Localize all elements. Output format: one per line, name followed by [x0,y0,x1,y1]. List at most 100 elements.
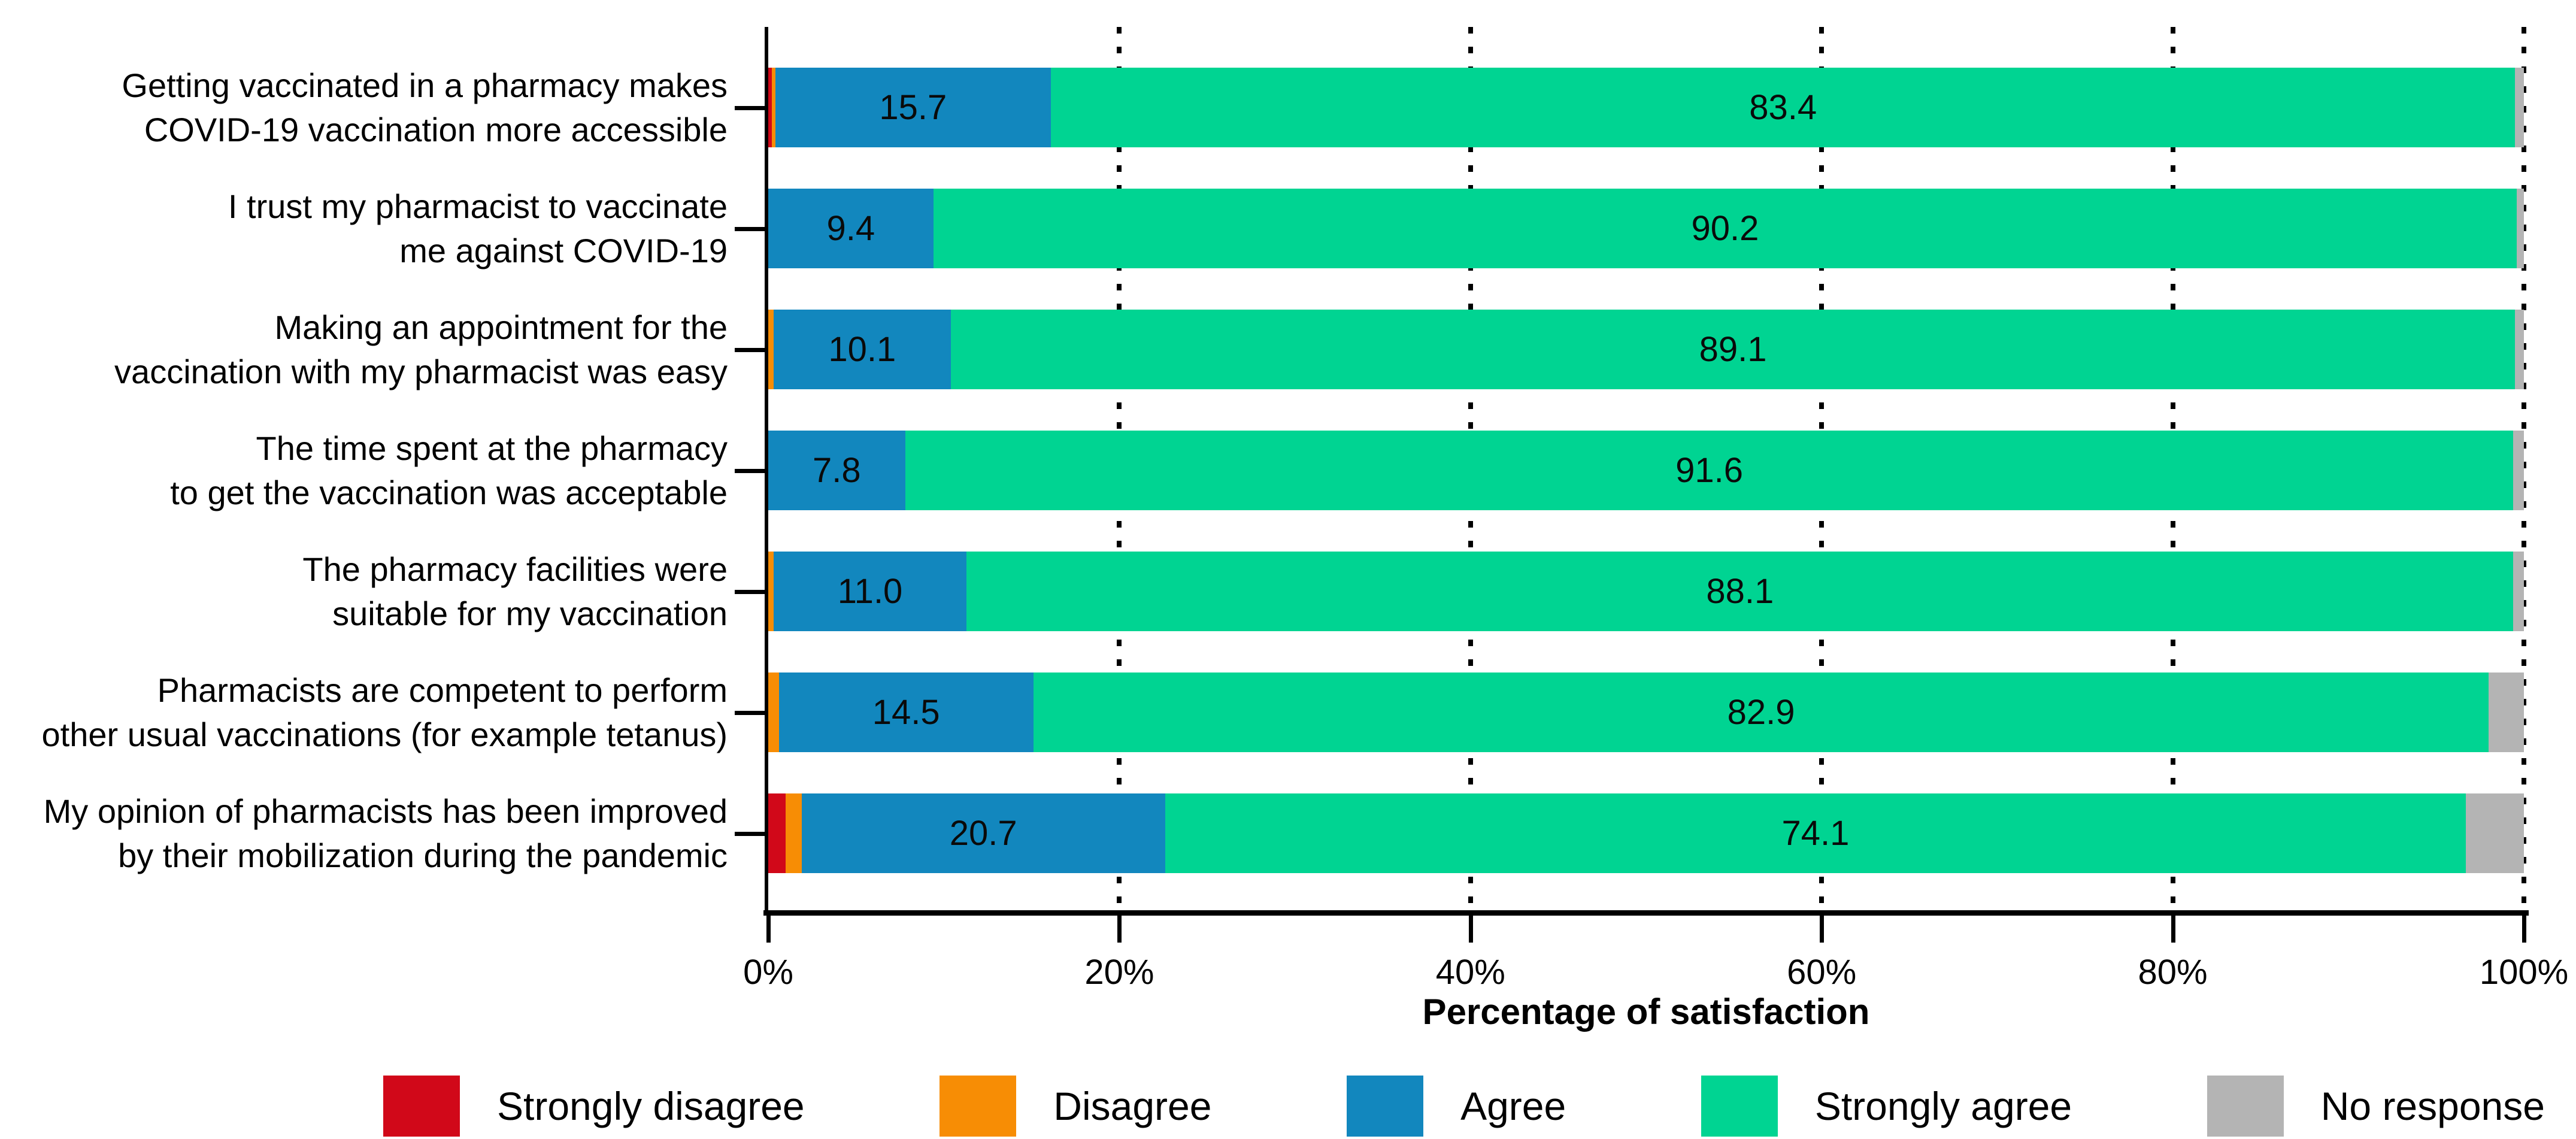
legend-swatch-disagree [940,1076,1017,1137]
bar-value-label: 90.2 [1691,208,1759,248]
category-label-line: by their mobilization during the pandemi… [118,836,728,874]
bar-segment-no-response [2517,189,2524,268]
gridline-100 [2522,27,2526,910]
x-tick-label-100%: 100% [2479,953,2569,992]
bar-value-label: 83.4 [1749,87,1817,127]
legend: Strongly disagree Disagree Agree Strongly a… [383,1073,2545,1139]
bar-row-7: 20.7 74.1 [768,793,2524,873]
category-label-2: I trust my pharmacist to vaccinate me aga… [0,184,728,273]
bar-segment-disagree [768,310,774,389]
x-tick-label-60%: 60% [1787,953,1857,992]
legend-label: Agree [1460,1084,1566,1128]
bar-segment-agree: 14.5 [778,673,1034,752]
bar-row-6: 14.5 82.9 [768,673,2524,752]
bar-segment-agree: 9.4 [768,189,934,268]
bar-value-label: 10.1 [828,329,896,369]
category-label-line: COVID-19 vaccination more accessible [144,110,728,149]
x-tick-60% [1820,916,1825,943]
legend-swatch-agree [1347,1076,1424,1137]
category-label-1: Getting vaccinated in a pharmacy makes CO… [0,63,728,152]
category-label-line: The time spent at the pharmacy [256,429,728,467]
bar-row-1: 15.7 83.4 [768,68,2524,147]
bar-segment-no-response [2513,552,2524,631]
bar-segment-agree: 11.0 [773,552,967,631]
category-label-line: suitable for my vaccination [332,594,728,632]
bar-value-label: 82.9 [1727,692,1795,732]
legend-swatch-strongly-agree [1701,1076,1778,1137]
bar-segment-agree: 15.7 [775,68,1051,147]
x-tick-0% [766,916,771,943]
legend-item-agree: Agree [1347,1076,1566,1137]
bar-segment-disagree [768,552,774,631]
bar-value-label: 20.7 [949,813,1017,853]
x-tick-label-20%: 20% [1084,953,1154,992]
category-label-line: vaccination with my pharmacist was easy [114,352,728,390]
bar-row-3: 10.1 89.1 [768,310,2524,389]
bar-value-label: 88.1 [1706,571,1774,611]
bar-segment-agree: 20.7 [801,793,1165,873]
legend-label: Strongly agree [1814,1084,2072,1128]
bar-row-5: 11.0 88.1 [768,552,2524,631]
bar-segment-disagree [786,793,802,873]
bar-value-label: 14.5 [872,692,940,732]
x-tick-100% [2522,916,2526,943]
category-label-line: I trust my pharmacist to vaccinate [228,187,728,225]
category-label-6: Pharmacists are competent to perform othe… [0,668,728,757]
y-tick-6 [735,710,765,715]
legend-item-disagree: Disagree [940,1076,1211,1137]
bar-value-label: 7.8 [813,450,861,490]
bar-segment-strongly-agree: 89.1 [950,310,2516,389]
category-label-5: The pharmacy facilities were suitable for… [0,547,728,636]
bar-row-2: 9.4 90.2 [768,189,2524,268]
category-label-line: other usual vaccinations (for example te… [41,715,728,753]
y-tick-7 [735,831,765,836]
bar-segment-strongly-disagree [768,793,786,873]
bar-value-label: 9.4 [826,208,875,248]
bar-segment-no-response [2513,431,2524,510]
y-axis-line [765,27,768,914]
bar-segment-strongly-agree: 88.1 [966,552,2514,631]
category-label-3: Making an appointment for the vaccination… [0,305,728,394]
x-tick-40% [1468,916,1473,943]
category-label-line: My opinion of pharmacists has been impro… [43,792,728,830]
bar-row-4: 7.8 91.6 [768,431,2524,510]
legend-swatch-no-response [2207,1076,2284,1137]
legend-swatch-strongly-disagree [383,1076,460,1137]
category-label-4: The time spent at the pharmacy to get the… [0,426,728,515]
x-tick-80% [2171,916,2175,943]
bar-segment-strongly-agree: 91.6 [905,431,2514,510]
category-label-7: My opinion of pharmacists has been impro… [0,789,728,878]
bar-segment-strongly-disagree [768,68,772,147]
bar-segment-no-response [2466,793,2524,873]
bar-segment-no-response [2515,68,2524,147]
y-tick-1 [735,105,765,110]
category-label-line: me against COVID-19 [399,231,728,269]
bar-value-label: 15.7 [879,87,947,127]
x-tick-label-80%: 80% [2138,953,2208,992]
legend-item-strongly-agree: Strongly agree [1701,1076,2072,1137]
x-tick-label-0%: 0% [743,953,793,992]
bar-segment-disagree [768,673,779,752]
bar-value-label: 74.1 [1781,813,1850,853]
bar-segment-strongly-agree: 83.4 [1051,68,2516,147]
bar-segment-agree: 7.8 [768,431,905,510]
bar-segment-agree: 10.1 [773,310,951,389]
category-label-line: Getting vaccinated in a pharmacy makes [122,66,728,104]
bar-segment-disagree [771,68,775,147]
legend-label: Disagree [1053,1084,1212,1128]
bar-segment-strongly-agree: 82.9 [1033,673,2489,752]
bar-segment-no-response [2515,310,2524,389]
category-label-line: Pharmacists are competent to perform [157,671,728,709]
category-label-line: Making an appointment for the [274,308,728,346]
x-axis-line [763,910,2529,916]
x-axis-title: Percentage of satisfaction [1422,992,1870,1032]
legend-label: No response [2320,1084,2545,1128]
legend-label: Strongly disagree [497,1084,805,1128]
legend-item-strongly-disagree: Strongly disagree [383,1076,805,1137]
y-tick-5 [735,589,765,594]
category-label-line: The pharmacy facilities were [302,550,728,588]
x-tick-20% [1117,916,1122,943]
bar-segment-strongly-agree: 90.2 [933,189,2517,268]
y-tick-3 [735,347,765,352]
